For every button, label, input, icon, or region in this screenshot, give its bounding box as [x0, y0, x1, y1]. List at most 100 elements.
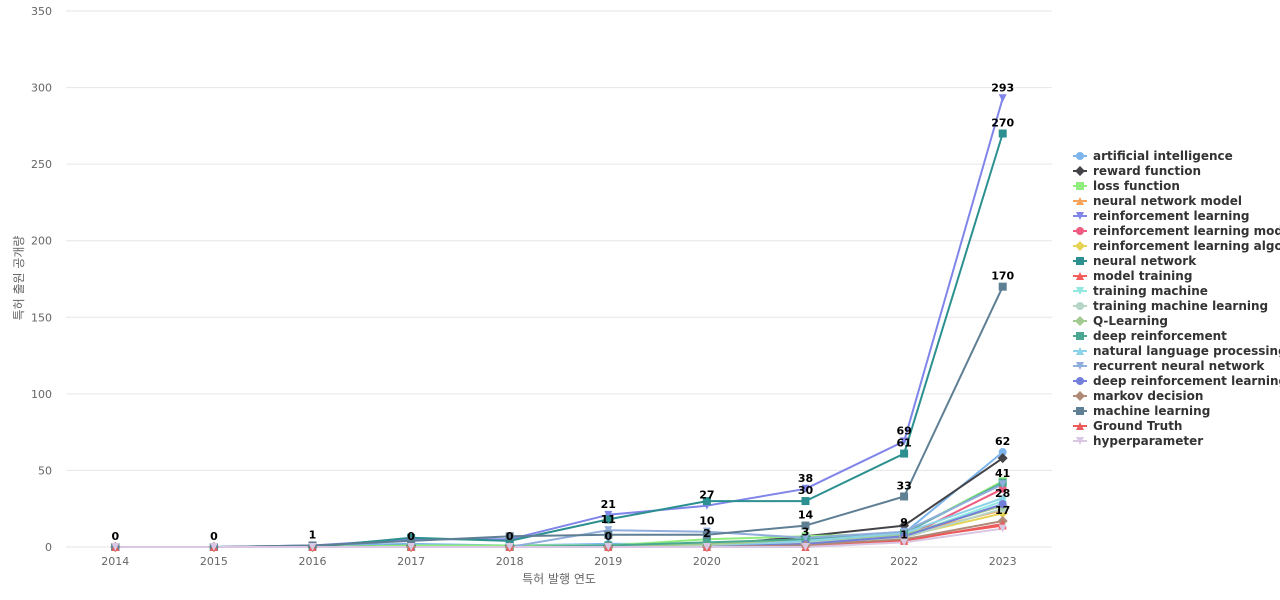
- series-point[interactable]: [801, 543, 810, 551]
- data-label: 17: [995, 504, 1010, 517]
- legend-symbol[interactable]: [1076, 302, 1084, 310]
- legend-item[interactable]: Ground Truth: [1073, 419, 1182, 433]
- legend-item[interactable]: deep reinforcement learning: [1073, 374, 1280, 388]
- series-point[interactable]: [505, 543, 514, 551]
- data-label: 38: [798, 472, 813, 485]
- legend-symbol[interactable]: [1076, 377, 1084, 385]
- legend-item[interactable]: machine learning: [1073, 404, 1210, 418]
- series-point[interactable]: [998, 524, 1007, 533]
- legend-symbol[interactable]: [1076, 287, 1084, 295]
- legend-symbol[interactable]: [1076, 422, 1084, 430]
- series-point[interactable]: [209, 543, 218, 551]
- series-line-machine-learning[interactable]: [115, 286, 1004, 548]
- series-line-reinforcement-learning[interactable]: [115, 98, 1004, 548]
- series-point[interactable]: [900, 527, 909, 536]
- series-point[interactable]: [801, 497, 810, 506]
- legend-symbol[interactable]: [1076, 227, 1084, 235]
- y-tick-label: 200: [31, 235, 52, 248]
- x-tick-label: 2015: [200, 555, 228, 568]
- series-point[interactable]: [998, 480, 1007, 489]
- legend-item[interactable]: training machine: [1073, 284, 1208, 298]
- series-point[interactable]: [998, 493, 1007, 502]
- legend-item[interactable]: neural network: [1073, 254, 1197, 268]
- legend-symbol[interactable]: [1076, 407, 1084, 415]
- legend-symbol[interactable]: [1075, 316, 1085, 326]
- legend-symbol[interactable]: [1076, 257, 1084, 265]
- legend-item[interactable]: deep reinforcement: [1073, 329, 1227, 343]
- series-line-artificial-intelligence[interactable]: [115, 451, 1004, 548]
- series-point[interactable]: [998, 282, 1007, 291]
- series-point[interactable]: [998, 448, 1007, 457]
- series-point[interactable]: [998, 129, 1007, 138]
- series-point[interactable]: [801, 533, 810, 542]
- legend-symbol[interactable]: [1076, 197, 1084, 205]
- legend-symbol[interactable]: [1076, 182, 1084, 190]
- y-tick-label: 100: [31, 388, 52, 401]
- data-label: 0: [111, 530, 119, 543]
- series-point[interactable]: [998, 94, 1007, 103]
- x-axis-ticks: 2014 2015 2016 2017 2018 2019 2020 2021 2022 2023: [101, 555, 1016, 568]
- legend-symbol[interactable]: [1076, 362, 1084, 370]
- legend-symbol[interactable]: [1076, 332, 1084, 340]
- series-point[interactable]: [998, 500, 1007, 509]
- series-point[interactable]: [900, 437, 909, 446]
- legend-item[interactable]: training machine learning: [1073, 299, 1268, 313]
- legend-item[interactable]: artificial intelligence: [1073, 149, 1233, 163]
- legend-item[interactable]: model training: [1073, 269, 1192, 283]
- legend-label: Ground Truth: [1093, 419, 1182, 433]
- series-point[interactable]: [604, 515, 613, 524]
- legend-symbol[interactable]: [1076, 152, 1084, 160]
- series-point[interactable]: [505, 532, 514, 541]
- series-line-neural-network[interactable]: [115, 133, 1004, 548]
- legend-item[interactable]: recurrent neural network: [1073, 359, 1265, 373]
- series-point[interactable]: [900, 492, 909, 501]
- series-point[interactable]: [801, 484, 810, 493]
- legend-symbol[interactable]: [1075, 166, 1085, 176]
- series-point[interactable]: [604, 510, 613, 519]
- y-tick-label: 350: [31, 5, 52, 18]
- series-point[interactable]: [111, 543, 120, 551]
- legend-label: artificial intelligence: [1093, 149, 1233, 163]
- series-point[interactable]: [308, 543, 317, 551]
- legend-item[interactable]: natural language processing: [1073, 344, 1280, 358]
- series-point[interactable]: [997, 508, 1008, 519]
- legend-item[interactable]: reinforcement learning algo...: [1073, 239, 1280, 253]
- series-point[interactable]: [702, 497, 711, 506]
- series-point[interactable]: [900, 449, 909, 458]
- legend-item[interactable]: hyperparameter: [1073, 434, 1203, 448]
- series-point[interactable]: [702, 530, 711, 539]
- legend-item[interactable]: neural network model: [1073, 194, 1242, 208]
- legend-label: reinforcement learning: [1093, 209, 1250, 223]
- legend-symbol[interactable]: [1075, 241, 1085, 251]
- series-point[interactable]: [604, 530, 613, 539]
- series-point[interactable]: [900, 538, 909, 547]
- legend-symbol[interactable]: [1076, 212, 1084, 220]
- legend-label: natural language processing: [1093, 344, 1280, 358]
- series-point[interactable]: [702, 543, 711, 551]
- legend-item[interactable]: loss function: [1073, 179, 1180, 193]
- legend-item[interactable]: markov decision: [1073, 389, 1203, 403]
- legend-item[interactable]: reinforcement learning model: [1073, 224, 1280, 238]
- series-point[interactable]: [604, 526, 613, 535]
- legend-symbol[interactable]: [1076, 437, 1084, 445]
- series-point[interactable]: [604, 543, 613, 551]
- series-point[interactable]: [407, 536, 416, 545]
- data-label: 293: [991, 81, 1014, 94]
- series-point[interactable]: [801, 521, 810, 530]
- series-line-hyperparameter[interactable]: [115, 527, 1003, 548]
- series-point[interactable]: [407, 543, 416, 551]
- legend-item[interactable]: Q-Learning: [1073, 314, 1168, 328]
- series-point[interactable]: [997, 453, 1008, 464]
- legend-symbol[interactable]: [1076, 272, 1084, 280]
- legend-symbol[interactable]: [1075, 391, 1085, 401]
- data-label: 9: [900, 516, 908, 529]
- legend-item[interactable]: reward function: [1073, 164, 1201, 178]
- series-point[interactable]: [998, 484, 1007, 493]
- legend-label: markov decision: [1093, 389, 1203, 403]
- legend-label: recurrent neural network: [1093, 359, 1265, 373]
- series-point[interactable]: [505, 536, 514, 545]
- legend-item[interactable]: reinforcement learning: [1073, 209, 1250, 223]
- legend-symbol[interactable]: [1076, 347, 1084, 355]
